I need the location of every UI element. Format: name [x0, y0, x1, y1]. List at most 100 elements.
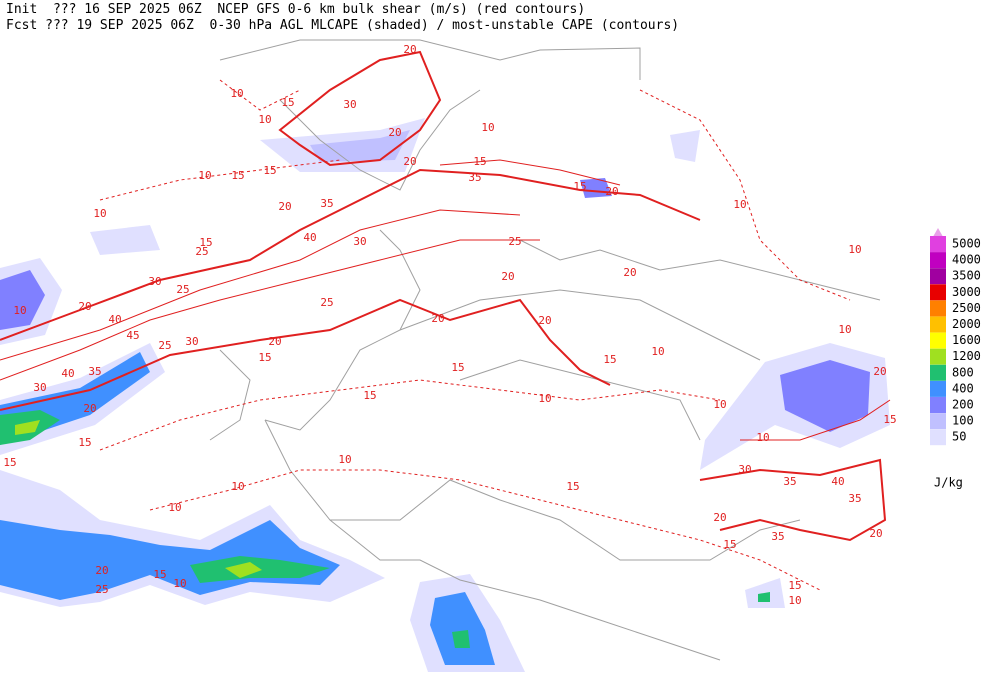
contour-label: 30 — [343, 98, 356, 111]
colorbar-swatch — [930, 348, 946, 365]
colorbar-swatch — [930, 284, 946, 301]
contour-label: 15 — [723, 538, 736, 551]
contour-label: 20 — [268, 335, 281, 348]
contour-label: 10 — [713, 398, 726, 411]
contour-label: 15 — [263, 164, 276, 177]
contour-label: 15 — [883, 413, 896, 426]
contour — [0, 239, 540, 381]
shade — [0, 270, 45, 330]
contour-label: 10 — [231, 480, 244, 493]
colorbar-swatch — [930, 316, 946, 333]
contour — [639, 89, 851, 301]
colorbar-swatch — [930, 429, 946, 446]
contour-label: 20 — [713, 511, 726, 524]
contour — [99, 159, 341, 201]
shade — [670, 130, 700, 162]
coastline — [209, 349, 251, 441]
contour-label: 20 — [605, 185, 618, 198]
colorbar-swatch — [930, 364, 946, 381]
shade — [0, 520, 340, 600]
contour-label: 30 — [185, 335, 198, 348]
colorbar-swatch — [930, 268, 946, 285]
contour-label: 20 — [623, 266, 636, 279]
header-line: Init ??? 16 SEP 2025 06Z NCEP GFS 0-6 km… — [6, 2, 585, 17]
contour-label: 15 — [3, 456, 16, 469]
contour-label: 20 — [83, 402, 96, 415]
colorbar-swatch — [930, 300, 946, 317]
contour-label: 10 — [168, 501, 181, 514]
colorbar-swatch — [930, 332, 946, 349]
coastline — [264, 229, 421, 431]
contour-label: 10 — [338, 453, 351, 466]
contour-label: 10 — [481, 121, 494, 134]
coastline — [279, 89, 481, 191]
colorbar-swatch — [930, 397, 946, 413]
contour-label: 20 — [95, 564, 108, 577]
contour-label: 25 — [320, 296, 333, 309]
contour-label: 25 — [508, 235, 521, 248]
contour-label: 20 — [78, 300, 91, 313]
contour-label: 10 — [651, 345, 664, 358]
contour-label: 20 — [538, 314, 551, 327]
contour-label: 25 — [176, 283, 189, 296]
contour — [219, 79, 301, 111]
colorbar-label: 400 — [952, 381, 974, 395]
colorbar-swatch — [930, 413, 946, 430]
coastline — [264, 419, 801, 561]
colorbar-label: 3500 — [952, 269, 981, 283]
border — [399, 289, 761, 361]
shade — [758, 592, 770, 602]
contour-label: 10 — [198, 169, 211, 182]
contour-label: 40 — [108, 313, 121, 326]
colorbar-label: 2000 — [952, 317, 981, 331]
contour-label: 15 — [473, 155, 486, 168]
contour-label: 10 — [258, 113, 271, 126]
colorbar-label: 100 — [952, 414, 974, 428]
shade — [430, 592, 495, 665]
contour-label: 10 — [173, 577, 186, 590]
contour-label: 30 — [33, 381, 46, 394]
contour-label: 20 — [873, 365, 886, 378]
colorbar-label: 200 — [952, 398, 974, 412]
contour — [99, 379, 721, 451]
colorbar-unit: J/kg — [934, 476, 963, 490]
shade — [225, 562, 262, 578]
contour-label: 10 — [838, 323, 851, 336]
contour-label: 15 — [788, 579, 801, 592]
contour — [0, 168, 701, 341]
contour-label: 20 — [869, 527, 882, 540]
contour-label: 30 — [353, 235, 366, 248]
contour-label: 10 — [93, 207, 106, 220]
colorbar-label: 2500 — [952, 301, 981, 315]
contour-label: 10 — [13, 304, 26, 317]
coastline — [219, 39, 641, 80]
contour-label: 20 — [388, 126, 401, 139]
contour-label: 15 — [231, 169, 244, 182]
contour — [0, 298, 611, 411]
contour-label: 15 — [258, 351, 271, 364]
shade — [310, 130, 410, 162]
contour-label: 15 — [451, 361, 464, 374]
border — [519, 239, 881, 301]
contour-label: 15 — [199, 236, 212, 249]
colorbar-label: 3000 — [952, 285, 981, 299]
colorbar-label: 5000 — [952, 237, 981, 251]
coastline — [329, 519, 721, 661]
shade — [90, 225, 160, 255]
contour-label: 10 — [788, 594, 801, 607]
colorbar-swatch — [930, 236, 946, 252]
contour-label: 20 — [403, 155, 416, 168]
shade — [780, 360, 870, 432]
contour — [439, 159, 621, 186]
colorbar-label: 800 — [952, 365, 974, 379]
border — [459, 359, 701, 441]
colorbar-label: 1200 — [952, 349, 981, 363]
contour — [278, 50, 442, 167]
contour-label: 20 — [278, 200, 291, 213]
contour-label: 25 — [195, 245, 208, 258]
contour-label: 20 — [403, 43, 416, 56]
contour — [149, 469, 821, 591]
contour-label: 30 — [148, 275, 161, 288]
